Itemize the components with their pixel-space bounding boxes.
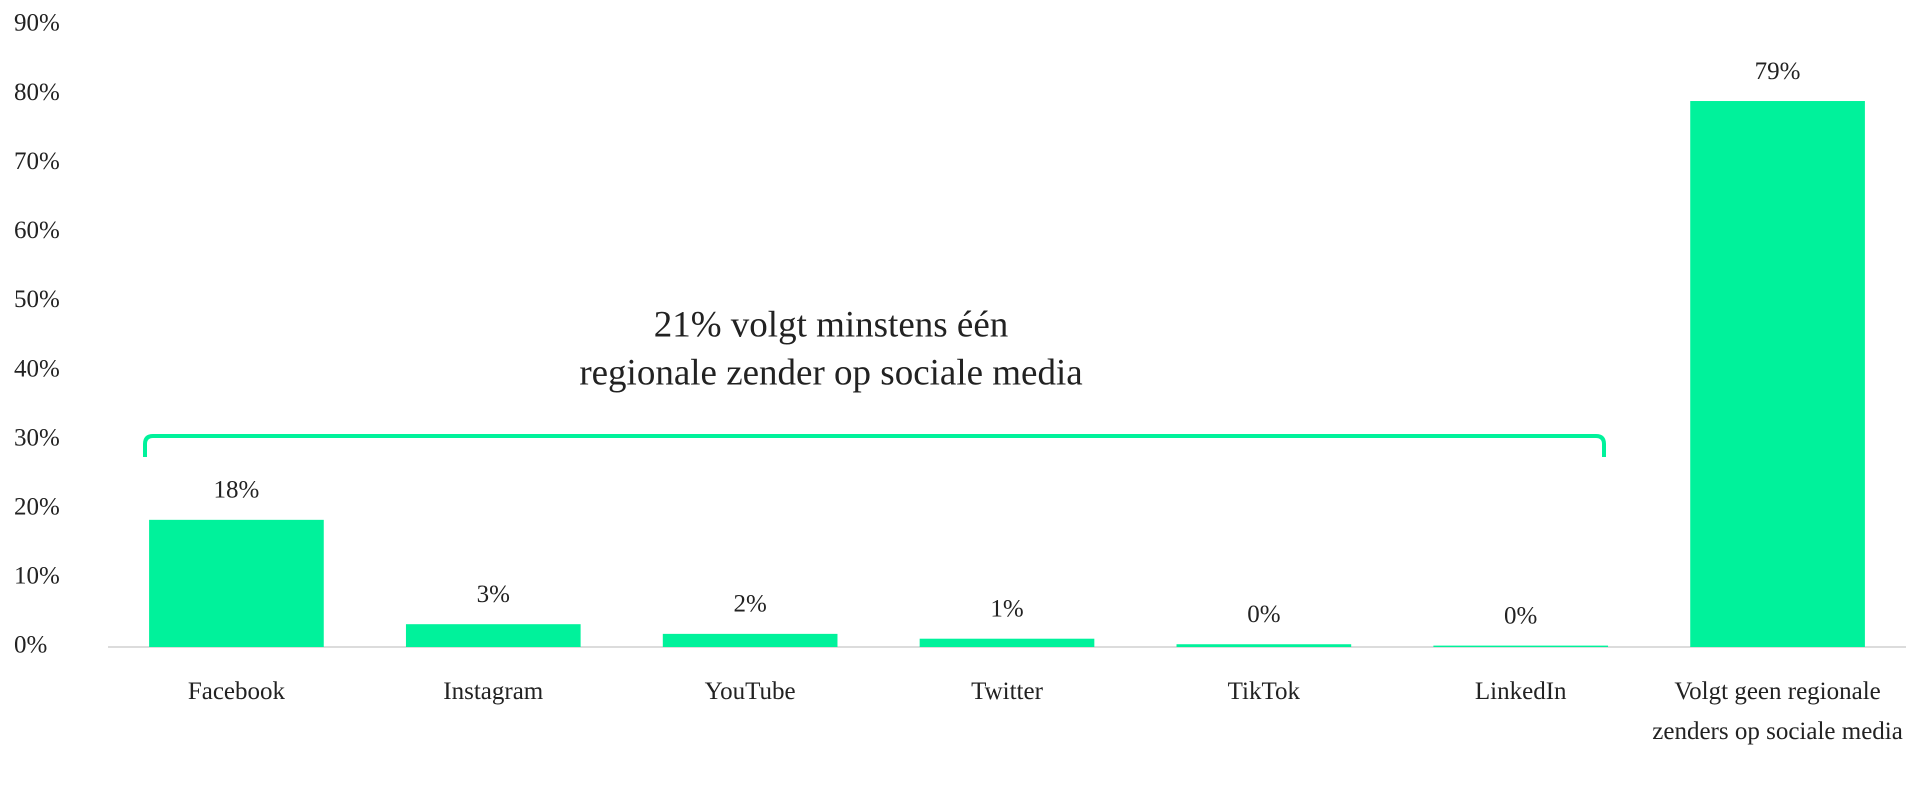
x-tick-label: Instagram xyxy=(443,678,544,705)
value-label: 18% xyxy=(214,477,260,504)
y-tick-label: 0% xyxy=(14,632,47,659)
x-tick-label: Twitter xyxy=(971,678,1043,705)
y-tick-label: 80% xyxy=(14,79,60,106)
bar xyxy=(149,519,324,647)
bar xyxy=(1433,645,1609,647)
y-tick-label: 70% xyxy=(14,148,60,175)
y-tick-label: 40% xyxy=(14,355,60,382)
bar xyxy=(662,633,838,647)
bracket xyxy=(143,434,1606,457)
x-tick-label: LinkedIn xyxy=(1474,678,1567,705)
value-label: 79% xyxy=(1755,58,1801,85)
y-tick-label: 20% xyxy=(14,494,60,521)
value-label: 0% xyxy=(1504,602,1537,629)
value-label: 2% xyxy=(733,591,766,618)
value-label: 0% xyxy=(1247,601,1280,628)
bar xyxy=(1176,644,1352,647)
annotation: regionale zender op sociale media xyxy=(579,352,1082,393)
x-tick-label: YouTube xyxy=(704,678,796,705)
y-tick-label: 30% xyxy=(14,424,60,451)
y-tick-label: 60% xyxy=(14,217,60,244)
value-label: 3% xyxy=(477,581,510,608)
y-tick-label: 50% xyxy=(14,286,60,313)
bar xyxy=(919,638,1095,647)
annotation: 21% volgt minstens één xyxy=(654,304,1009,345)
bar xyxy=(405,624,581,647)
x-tick-label: Volgt geen regionale zenders op sociale … xyxy=(1652,678,1903,745)
x-tick-label: Facebook xyxy=(187,678,286,705)
y-tick-label: 90% xyxy=(14,10,60,37)
value-label: 1% xyxy=(990,595,1023,622)
bar xyxy=(1690,101,1865,648)
y-tick-label: 10% xyxy=(14,563,60,590)
x-tick-label: TikTok xyxy=(1227,678,1301,705)
